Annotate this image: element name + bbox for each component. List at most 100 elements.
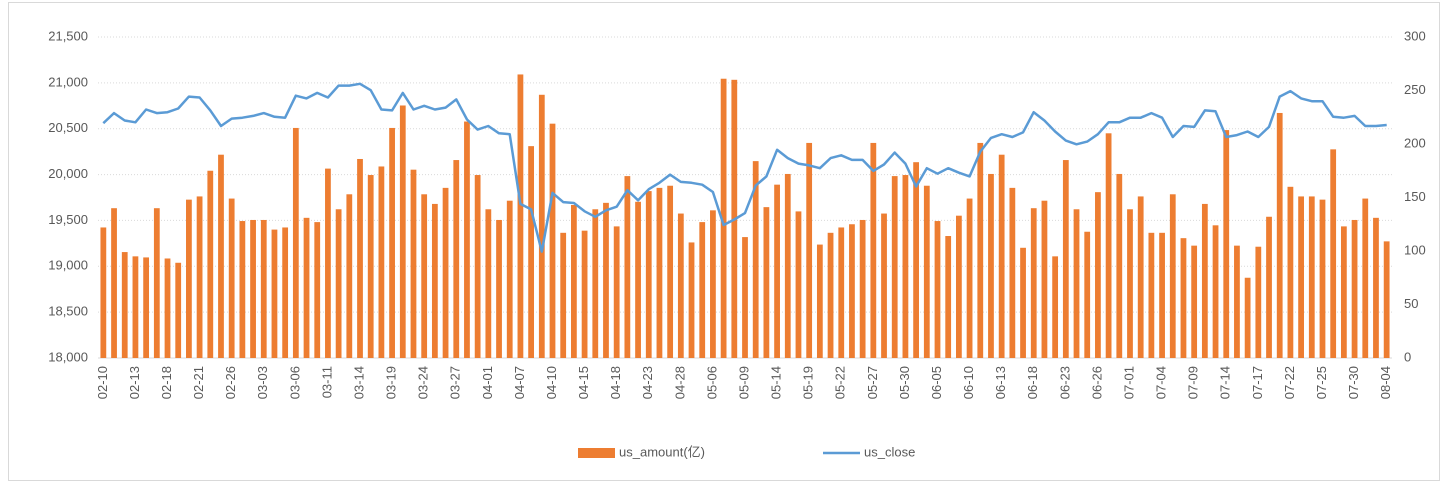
bar [624, 176, 631, 358]
bar [923, 185, 930, 358]
bar [645, 191, 652, 358]
x-tick-label: 07-09 [1186, 366, 1201, 399]
x-tick-label: 04-07 [512, 366, 527, 399]
bar [389, 127, 395, 358]
bar [720, 78, 727, 358]
bar [346, 194, 353, 358]
bar [207, 170, 214, 358]
bar [784, 173, 791, 358]
x-tick-label: 08-04 [1378, 366, 1393, 399]
x-tick-label: 07-25 [1314, 366, 1329, 399]
bar [378, 166, 385, 358]
bar [688, 242, 695, 358]
bar [1244, 277, 1251, 358]
bar [581, 230, 588, 358]
bar [292, 127, 299, 358]
bar [485, 209, 492, 358]
bar [410, 169, 417, 358]
x-tick-label: 03-14 [351, 366, 366, 399]
x-tick-label: 02-13 [127, 366, 142, 399]
y2-tick-label: 100 [1404, 242, 1426, 257]
y2-tick-label: 50 [1404, 296, 1418, 311]
y-tick-label: 21,000 [48, 74, 88, 89]
y2-tick-label: 150 [1404, 189, 1426, 204]
bar [314, 222, 321, 358]
legend-label: us_close [864, 444, 915, 459]
x-tick-label: 03-06 [287, 366, 302, 399]
y2-tick-label: 0 [1404, 349, 1411, 364]
bar [1362, 198, 1369, 358]
bar [1383, 241, 1390, 358]
bar [667, 185, 674, 358]
bar [838, 227, 845, 358]
bar [1137, 196, 1144, 358]
bar [1041, 200, 1048, 358]
x-tick-label: 05-06 [704, 366, 719, 399]
bar [186, 199, 192, 358]
bar [710, 210, 716, 358]
x-tick-label: 05-09 [736, 366, 751, 399]
bar [806, 142, 813, 358]
bar [859, 219, 866, 358]
x-tick-label: 06-26 [1089, 366, 1104, 399]
bar [421, 194, 428, 358]
bar [1148, 232, 1155, 358]
x-tick-label: 04-18 [608, 366, 623, 399]
y-tick-label: 21,500 [48, 28, 88, 43]
bar [474, 175, 481, 358]
bar [763, 207, 770, 358]
bar [1180, 238, 1187, 358]
x-tick-label: 04-28 [672, 366, 687, 399]
bar [870, 142, 877, 358]
bar [1105, 133, 1112, 358]
bar [1330, 149, 1337, 358]
x-tick-label: 04-10 [544, 366, 559, 399]
x-tick-label: 03-24 [416, 366, 431, 399]
bar [431, 203, 438, 358]
bar [955, 215, 962, 358]
bar [496, 219, 502, 358]
x-tick-label: 06-18 [1025, 366, 1040, 399]
bar [1095, 192, 1101, 358]
bar [1266, 216, 1272, 358]
bar [1020, 247, 1026, 358]
x-tick-label: 06-13 [993, 366, 1008, 399]
bar [1009, 187, 1016, 358]
bar [913, 162, 919, 358]
bar [849, 224, 855, 358]
bar [228, 198, 235, 358]
bar [795, 211, 802, 358]
bar [816, 244, 823, 358]
bar [143, 257, 150, 358]
bar [1212, 225, 1219, 358]
bar [1255, 246, 1262, 358]
x-tick-label: 02-10 [95, 366, 110, 399]
bar [1223, 130, 1230, 358]
bar [571, 204, 577, 358]
bar [977, 142, 984, 358]
x-tick-label: 07-04 [1154, 366, 1169, 399]
bar [1234, 245, 1240, 358]
bar [303, 217, 310, 358]
x-tick-label: 03-03 [255, 366, 270, 399]
bar [367, 175, 374, 358]
line [102, 82, 1387, 253]
x-tick-label: 05-30 [897, 366, 912, 399]
bar [603, 202, 609, 358]
bar [132, 256, 139, 358]
bar [1127, 209, 1133, 358]
x-tick-label: 02-21 [191, 366, 206, 399]
bar [153, 208, 160, 358]
bar [282, 227, 289, 358]
legend-label: us_amount(亿) [619, 444, 705, 459]
bar [891, 176, 898, 358]
x-tick-label: 06-05 [929, 366, 944, 399]
bar [1191, 245, 1198, 358]
x-tick-label: 06-10 [961, 366, 976, 399]
bar [592, 209, 599, 358]
y-tick-label: 20,500 [48, 120, 88, 135]
bar [1308, 196, 1315, 358]
x-tick-label: 02-26 [223, 366, 238, 399]
y2-tick-label: 250 [1404, 82, 1426, 97]
